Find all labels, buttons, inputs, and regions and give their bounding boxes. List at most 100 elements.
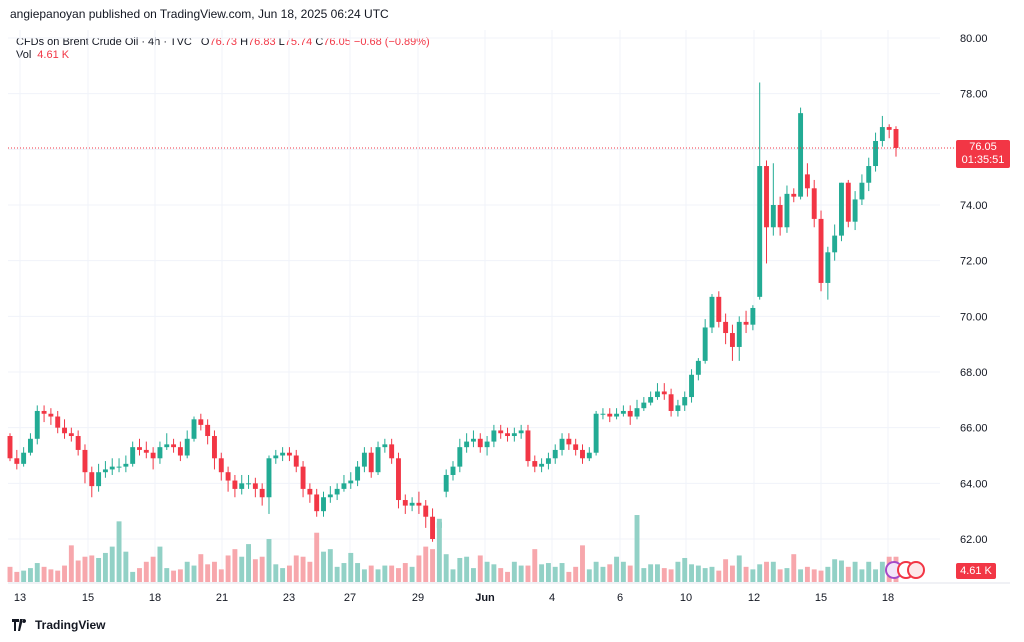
candle-body [811, 188, 817, 219]
x-tick-label: 29 [412, 592, 424, 604]
candle-body [484, 441, 490, 448]
volume-bar [137, 568, 142, 582]
candle-body [130, 447, 136, 464]
candle-body [879, 127, 885, 141]
volume-bar [116, 521, 122, 582]
volume-bar [450, 569, 456, 582]
candle-body [27, 438, 33, 453]
x-tick-label: 15 [815, 592, 827, 604]
volume-bar [770, 561, 776, 582]
candle-body [586, 452, 592, 459]
candle-body [723, 321, 729, 334]
volume-bar [266, 539, 272, 582]
volume-bar [689, 564, 694, 582]
y-tick-label: 72.00 [960, 256, 988, 268]
volume-bar [839, 560, 844, 582]
open-key: O [200, 36, 210, 48]
volume-bar [348, 552, 354, 582]
candle-body [252, 483, 258, 489]
candle-body [198, 419, 204, 425]
volume-bar [859, 569, 865, 582]
tradingview-logo-icon [12, 619, 27, 631]
x-tick-label: 4 [549, 592, 555, 604]
candle-body [620, 410, 626, 414]
candle-body [634, 408, 640, 417]
volume-bar [470, 568, 476, 582]
volume-bar [259, 556, 265, 582]
brand-label: TradingView [35, 618, 106, 632]
volume-bar [82, 556, 88, 582]
volume-bar [293, 555, 299, 582]
volume-bar [505, 571, 510, 582]
last-price-tag: 76.05 01:35:51 [956, 140, 1010, 168]
last-volume-tag: 4.61 K [956, 563, 996, 579]
candle-body [729, 333, 735, 347]
volume-bar [171, 570, 177, 582]
bar-countdown: 01:35:51 [961, 154, 1005, 166]
x-tick-label: 6 [617, 592, 623, 604]
volume-bar [866, 561, 872, 582]
candle-body [477, 438, 483, 448]
volume-bar [532, 549, 538, 582]
volume-bar [89, 555, 95, 582]
candle-body [525, 430, 531, 462]
x-tick-label: 12 [748, 592, 760, 604]
volume-bar [498, 568, 504, 582]
volume-bar [48, 569, 54, 582]
candle-body [839, 182, 844, 236]
candle-body [334, 488, 340, 495]
us-flag-icon[interactable] [907, 561, 925, 579]
candle-body [689, 374, 694, 398]
candle-body [82, 449, 88, 473]
volume-bar [191, 565, 197, 582]
volume-bar [382, 565, 388, 582]
candle-body [845, 182, 851, 222]
candle-body [573, 444, 579, 450]
volume-bar [361, 569, 367, 582]
candle-body [89, 472, 95, 487]
candle-body [164, 444, 170, 448]
candle-body [14, 458, 20, 464]
candle-body [389, 444, 395, 459]
candle-body [695, 360, 701, 375]
x-tick-label: 10 [680, 592, 692, 604]
volume-bar [218, 569, 224, 582]
volume-bar [682, 557, 688, 582]
volume-bar [845, 566, 851, 582]
candle-body [539, 463, 545, 467]
candle-body [300, 466, 306, 489]
y-tick-label: 68.00 [960, 367, 988, 379]
volume-bar [55, 570, 61, 582]
candle-body [443, 474, 449, 492]
volume-bar [68, 545, 74, 582]
volume-bar [695, 565, 701, 582]
last-price-value: 76.05 [969, 141, 997, 153]
volume-bar [477, 555, 483, 582]
candle-body [409, 502, 415, 506]
high-key: H [240, 36, 249, 48]
volume-bar [620, 561, 626, 582]
volume-bar [607, 564, 613, 582]
volume-bar [123, 551, 129, 582]
volume-bar [648, 564, 654, 582]
volume-bar [184, 561, 190, 582]
candle-body [552, 449, 558, 459]
candle-body [532, 461, 538, 467]
candle-body [450, 466, 456, 475]
candle-body [225, 472, 231, 481]
volume-bar [75, 560, 81, 582]
volume-bar [423, 546, 429, 582]
candle-body [607, 413, 613, 417]
volume-bar [634, 515, 640, 582]
volume-bar [750, 569, 756, 582]
candle-body [341, 483, 347, 489]
volume-bar [212, 561, 217, 582]
candle-body [600, 413, 606, 415]
volume-bar [225, 555, 231, 582]
tradingview-brand[interactable]: TradingView [12, 618, 105, 632]
volume-bar [205, 564, 211, 582]
volume-bar [593, 561, 599, 582]
volume-bar [729, 565, 735, 582]
candle-body [423, 505, 429, 517]
